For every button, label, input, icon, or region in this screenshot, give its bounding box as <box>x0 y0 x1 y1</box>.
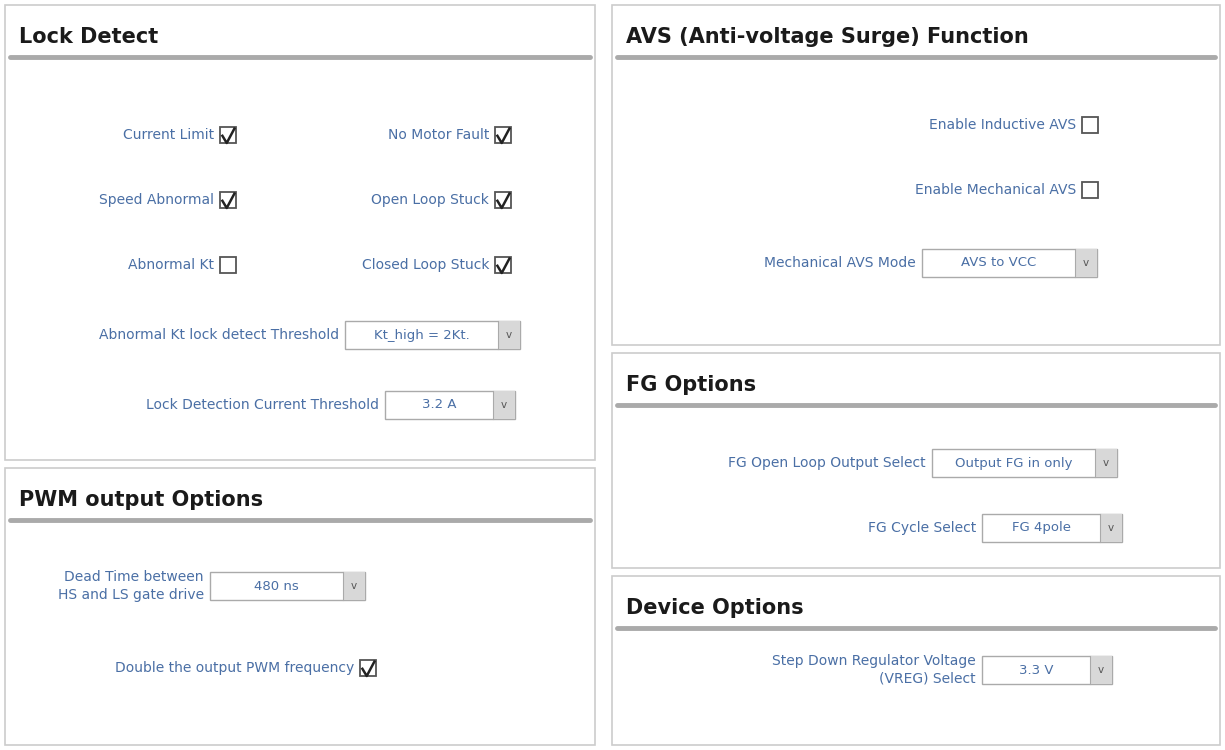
Text: Abnormal Kt: Abnormal Kt <box>127 258 214 272</box>
Bar <box>495 257 511 273</box>
Text: 480 ns: 480 ns <box>254 580 299 592</box>
Text: v: v <box>1102 458 1109 468</box>
Text: Kt_high = 2Kt.: Kt_high = 2Kt. <box>374 328 469 341</box>
Bar <box>5 468 595 745</box>
Text: FG Options: FG Options <box>626 375 756 395</box>
Text: v: v <box>506 330 512 340</box>
Text: Lock Detection Current Threshold: Lock Detection Current Threshold <box>146 398 379 412</box>
Bar <box>5 5 595 460</box>
Bar <box>495 127 511 143</box>
Bar <box>345 321 519 349</box>
Bar <box>209 572 365 600</box>
Text: Lock Detect: Lock Detect <box>20 27 158 47</box>
Text: Enable Mechanical AVS: Enable Mechanical AVS <box>915 183 1076 197</box>
Text: v: v <box>1083 258 1089 268</box>
Bar <box>982 514 1122 542</box>
Bar <box>220 192 236 208</box>
Bar <box>1100 514 1122 542</box>
Text: No Motor Fault: No Motor Fault <box>387 128 489 142</box>
Text: FG Open Loop Output Select: FG Open Loop Output Select <box>729 456 926 470</box>
Text: Dead Time between: Dead Time between <box>65 570 205 584</box>
Bar <box>360 660 376 676</box>
Bar <box>982 656 1112 684</box>
Text: (VREG) Select: (VREG) Select <box>880 672 976 686</box>
Bar <box>495 192 511 208</box>
Text: FG Cycle Select: FG Cycle Select <box>867 521 976 535</box>
Text: AVS to VCC: AVS to VCC <box>960 256 1036 269</box>
Text: Closed Loop Stuck: Closed Loop Stuck <box>361 258 489 272</box>
Text: v: v <box>501 400 507 410</box>
Text: Double the output PWM frequency: Double the output PWM frequency <box>115 661 354 675</box>
Text: Abnormal Kt lock detect Threshold: Abnormal Kt lock detect Threshold <box>99 328 339 342</box>
Bar <box>1082 182 1098 198</box>
Text: Speed Abnormal: Speed Abnormal <box>99 193 214 207</box>
Text: Current Limit: Current Limit <box>122 128 214 142</box>
Text: Step Down Regulator Voltage: Step Down Regulator Voltage <box>772 654 976 668</box>
Bar <box>492 391 514 419</box>
Text: 3.3 V: 3.3 V <box>1019 664 1054 676</box>
Text: Output FG in only: Output FG in only <box>954 457 1072 470</box>
Bar <box>1090 656 1112 684</box>
Text: PWM output Options: PWM output Options <box>20 490 263 510</box>
Bar <box>932 449 1117 477</box>
Text: v: v <box>1098 665 1104 675</box>
Text: 3.2 A: 3.2 A <box>421 398 456 412</box>
Text: Device Options: Device Options <box>626 598 804 618</box>
Bar <box>499 321 519 349</box>
Text: Open Loop Stuck: Open Loop Stuck <box>371 193 489 207</box>
Bar <box>1076 249 1098 277</box>
Bar <box>343 572 365 600</box>
Bar <box>1082 117 1098 133</box>
Bar <box>220 257 236 273</box>
Text: Mechanical AVS Mode: Mechanical AVS Mode <box>764 256 916 270</box>
Bar <box>612 353 1220 568</box>
Text: v: v <box>350 581 356 591</box>
Bar <box>220 127 236 143</box>
Text: AVS (Anti-voltage Surge) Function: AVS (Anti-voltage Surge) Function <box>626 27 1029 47</box>
Text: Enable Inductive AVS: Enable Inductive AVS <box>929 118 1076 132</box>
Bar <box>385 391 514 419</box>
Bar <box>612 576 1220 745</box>
Text: v: v <box>1107 523 1114 533</box>
Bar <box>1095 449 1117 477</box>
Text: HS and LS gate drive: HS and LS gate drive <box>58 588 205 602</box>
Text: FG 4pole: FG 4pole <box>1012 521 1071 535</box>
Bar <box>612 5 1220 345</box>
Bar <box>922 249 1098 277</box>
